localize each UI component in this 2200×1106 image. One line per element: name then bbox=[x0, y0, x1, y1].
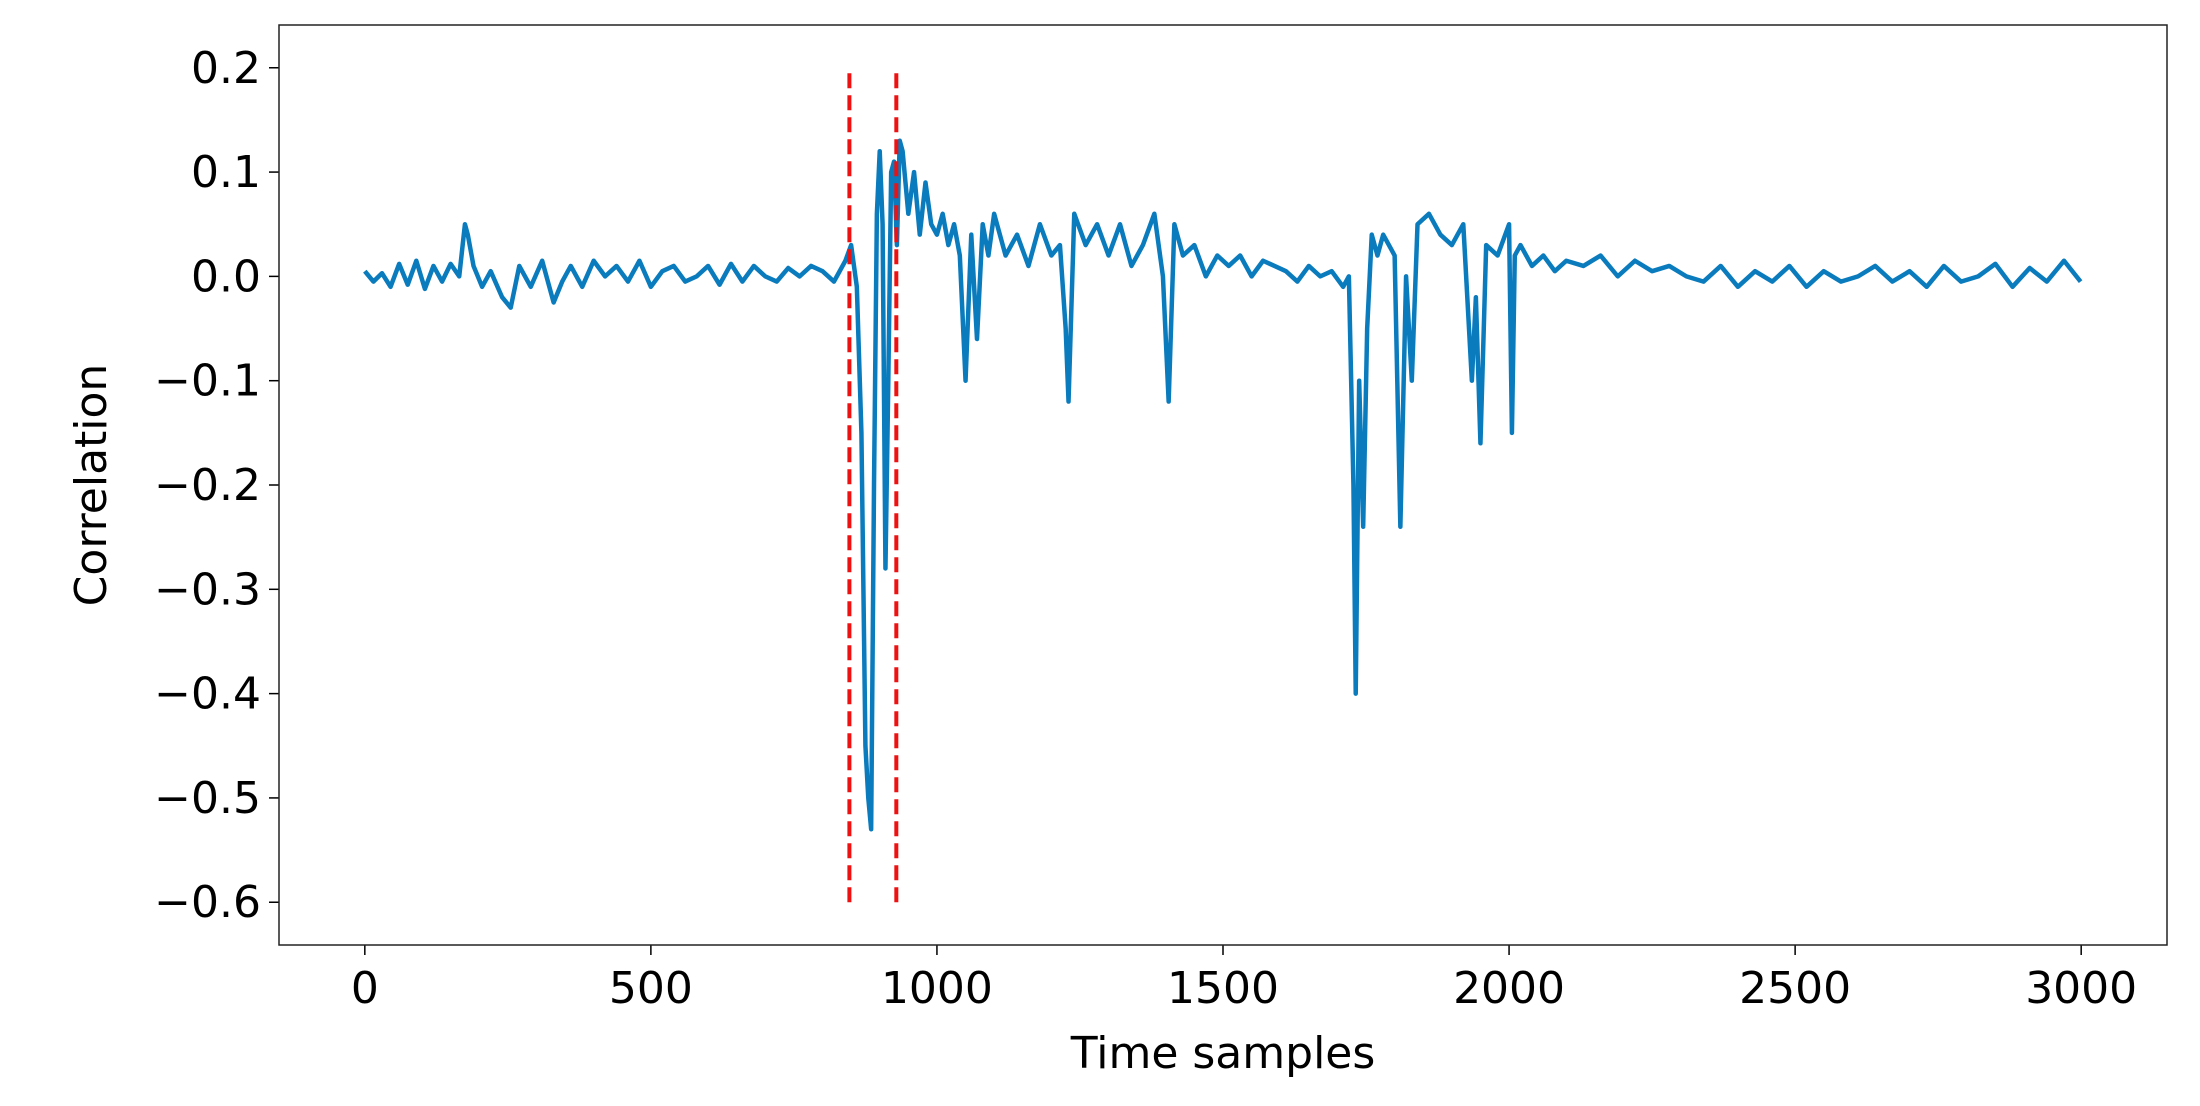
x-tick-label: 2000 bbox=[1453, 963, 1565, 1014]
y-tick-label: −0.1 bbox=[154, 356, 261, 407]
x-tick-label: 2500 bbox=[1739, 963, 1851, 1014]
y-tick-label: 0.1 bbox=[191, 147, 261, 198]
y-tick-label: −0.4 bbox=[154, 669, 261, 720]
x-axis-label: Time samples bbox=[1070, 1028, 1376, 1079]
y-axis-label: Correlation bbox=[66, 364, 117, 607]
y-tick-label: 0.0 bbox=[191, 251, 261, 302]
x-tick-label: 0 bbox=[351, 963, 379, 1014]
y-tick-label: −0.5 bbox=[154, 773, 261, 824]
x-tick-label: 3000 bbox=[2025, 963, 2137, 1014]
x-tick-label: 1500 bbox=[1167, 963, 1279, 1014]
x-tick-label: 500 bbox=[609, 963, 693, 1014]
y-tick-label: −0.6 bbox=[154, 877, 261, 928]
plot-frame bbox=[278, 24, 2168, 946]
y-tick-label: 0.2 bbox=[191, 43, 261, 94]
x-tick-label: 1000 bbox=[881, 963, 993, 1014]
y-tick-label: −0.3 bbox=[154, 564, 261, 615]
y-tick-label: −0.2 bbox=[154, 460, 261, 511]
line-series bbox=[363, 138, 2083, 832]
